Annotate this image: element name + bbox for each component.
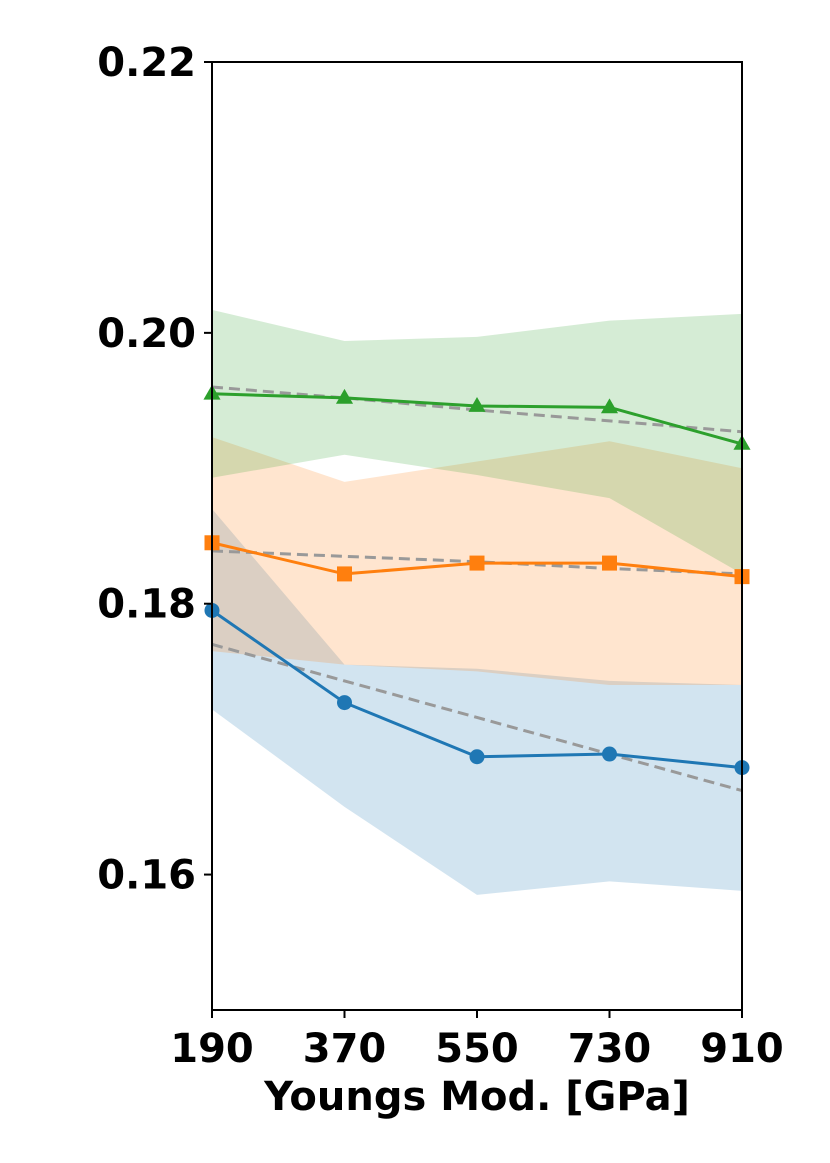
x-tick-label: 550 bbox=[435, 1026, 519, 1072]
y-tick-label: 0.18 bbox=[97, 582, 196, 628]
point-series-3-2 bbox=[335, 388, 354, 404]
y-tick-label: 0.22 bbox=[97, 40, 196, 86]
y-tick-label: 0.16 bbox=[97, 853, 196, 899]
point-series-1-4 bbox=[602, 746, 617, 762]
band-series-1 bbox=[212, 508, 742, 895]
x-tick-label: 910 bbox=[700, 1026, 784, 1072]
point-series-1-3 bbox=[469, 749, 485, 765]
point-series-2-2 bbox=[337, 566, 352, 582]
point-series-1-2 bbox=[337, 695, 352, 711]
y-axis: 0.16 0.18 0.20 0.22 bbox=[97, 40, 212, 899]
x-axis: 190 370 550 730 910 bbox=[170, 1010, 784, 1072]
point-series-3-3 bbox=[468, 396, 486, 412]
x-tick-label: 730 bbox=[568, 1026, 652, 1072]
x-tick-label: 370 bbox=[303, 1026, 387, 1072]
x-tick-label: 190 bbox=[170, 1026, 254, 1072]
y-tick-label: 0.20 bbox=[97, 311, 196, 357]
point-series-2-3 bbox=[469, 555, 485, 571]
x-axis-title: Youngs Mod. [GPa] bbox=[263, 1074, 690, 1120]
trend-line-series-3 bbox=[211, 385, 743, 434]
band-series-3 bbox=[212, 309, 742, 574]
trend-line-series-1 bbox=[211, 642, 743, 793]
point-series-2-4 bbox=[602, 555, 617, 571]
point-series-3-4 bbox=[600, 398, 619, 414]
